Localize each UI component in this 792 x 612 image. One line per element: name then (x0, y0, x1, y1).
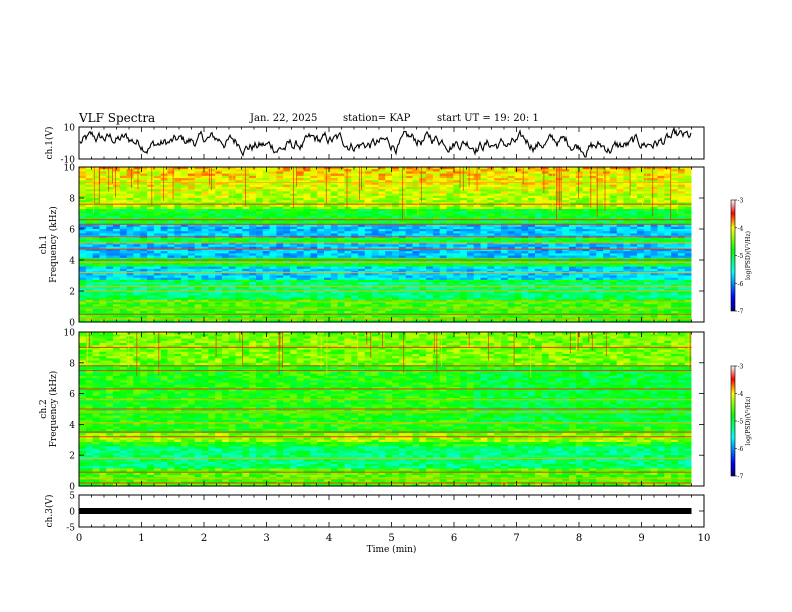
s2-colorbar-tick-label: -7 (738, 474, 744, 481)
x-tick-label: 8 (576, 533, 582, 544)
s2-tick-label: 10 (64, 329, 76, 339)
s2-tick-label: 8 (69, 359, 75, 369)
s2-colorbar-tick-label: -6 (738, 446, 744, 453)
s1-colorbar-label: log(PSD)(V²/Hz) (745, 231, 752, 280)
s2-colorbar-tick-label: -3 (738, 364, 744, 371)
ch1-tick-label: 10 (64, 124, 76, 134)
s1-colorbar-gradient (730, 199, 736, 312)
ch1-colorbar: -3 -4 -5 -6 -7 log(PSD)(V²/Hz) (730, 198, 752, 316)
s2-ylabel: Frequency (kHz) (48, 371, 59, 448)
ch1-waveform-line (79, 126, 692, 158)
x-tick-label: 0 (76, 533, 82, 544)
x-tick-label: 1 (138, 533, 144, 544)
x-tick-label: 2 (201, 533, 207, 544)
s2-heatmap (79, 332, 693, 487)
x-tick-label: 5 (388, 533, 394, 544)
s1-colorbar-tick-label: -4 (738, 225, 744, 232)
ch3-ylabel: ch.3(V) (44, 495, 55, 528)
s1-tick-label: 8 (69, 195, 75, 205)
ch1-tick-label: -10 (61, 156, 76, 166)
x-tick-label: 3 (263, 533, 269, 544)
s1-colorbar-tick-label: -6 (738, 281, 744, 288)
x-tick-label: 7 (513, 533, 519, 544)
s2-tick-label: 0 (69, 483, 75, 493)
s1-tick-label: 10 (64, 164, 76, 174)
s2-colorbar-tick-label: -4 (738, 391, 744, 398)
ch3-tick-label: 0 (69, 508, 75, 518)
ch1-spectrogram-panel: 0 2 4 6 8 10 ch.1 Frequency (kHz) (39, 164, 705, 329)
chart-title: VLF Spectra (79, 111, 156, 125)
s2-colorbar-gradient (730, 365, 736, 477)
ch1-waveform-panel: 10 -10 ch.1(V) (44, 124, 705, 166)
date-label: Jan. 22, 2025 (250, 113, 318, 124)
s2-colorbar-tick-label: -5 (738, 419, 744, 426)
x-tick-label: 6 (451, 533, 457, 544)
s1-tick-label: 6 (69, 226, 75, 236)
s2-tick-label: 6 (69, 390, 75, 400)
no-data-region (691, 167, 704, 322)
start-time-label: start UT = 19: 20: 1 (437, 113, 539, 124)
x-tick-label: 9 (638, 533, 644, 544)
station-label: station= KAP (343, 113, 411, 124)
s1-colorbar-tick-label: -5 (738, 253, 744, 260)
s1-heatmap (79, 167, 693, 323)
s2-colorbar-label: log(PSD)(V²/Hz) (745, 397, 752, 446)
s1-colorbar-tick-label: -7 (738, 309, 744, 316)
ch3-tick-label: 5 (69, 492, 75, 502)
ch1-ylabel: ch.1(V) (44, 127, 55, 160)
s1-ylabel: Frequency (kHz) (48, 206, 59, 283)
s2-tick-label: 4 (69, 421, 75, 431)
x-tick-label: 4 (326, 533, 332, 544)
s1-colorbar-tick-label: -3 (738, 198, 744, 205)
ch2-spectrogram-panel: 0 2 4 6 8 10 ch.2 Frequency (kHz) (39, 329, 705, 493)
s2-channel-label: ch.2 (39, 399, 49, 418)
ch2-colorbar: -3 -4 -5 -6 -7 log(PSD)(V²/Hz) (730, 364, 752, 481)
s2-tick-label: 2 (69, 452, 75, 462)
no-data-region (691, 332, 704, 486)
s1-tick-label: 0 (69, 319, 75, 329)
ch3-signal-trace (79, 508, 692, 514)
s1-tick-label: 4 (69, 257, 75, 267)
ch3-tick-label: -5 (66, 524, 75, 534)
s1-channel-label: ch.1 (39, 235, 49, 254)
x-axis-label: Time (min) (367, 544, 417, 555)
x-tick-label: 10 (698, 533, 711, 544)
s1-tick-label: 2 (69, 288, 75, 298)
